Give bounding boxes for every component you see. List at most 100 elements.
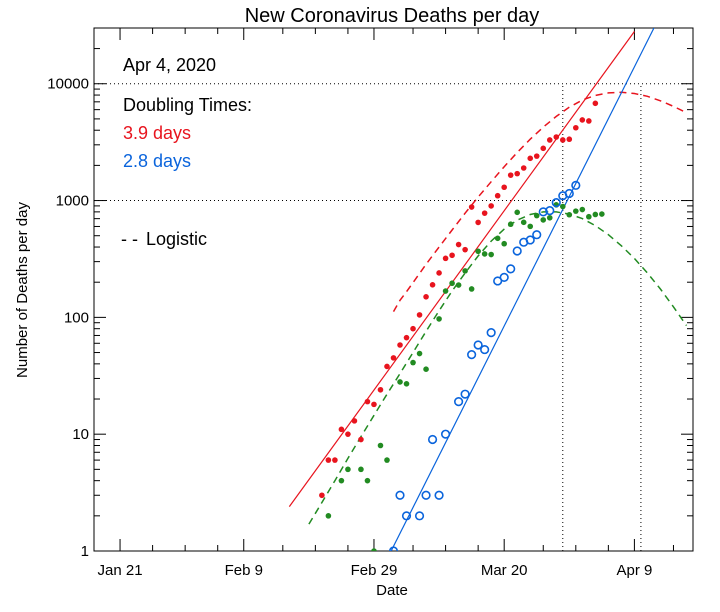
data-point-green [546, 214, 553, 221]
data-point-green [345, 466, 351, 473]
data-point-blue [545, 206, 555, 216]
data-point-blue [532, 230, 542, 240]
data-point-red [475, 219, 481, 226]
data-point-blue [395, 490, 405, 500]
data-point-green [586, 213, 592, 220]
data-point-green [475, 248, 481, 255]
data-point-green [573, 208, 579, 214]
logistic-legend-marker: - - [121, 229, 138, 249]
data-point-green [468, 286, 475, 292]
y-tick-label: 1000 [56, 193, 89, 210]
data-point-green [377, 442, 384, 449]
data-point-blue [551, 198, 561, 208]
data-point-red [514, 170, 521, 177]
y-axis-label: Number of Deaths per day [14, 202, 31, 378]
data-point-blue [525, 235, 535, 245]
data-point-red [462, 246, 468, 253]
data-point-blue [454, 397, 464, 407]
data-point-red [579, 117, 586, 123]
data-point-green [410, 359, 416, 366]
data-point-blue [440, 429, 451, 439]
annotation-panel: Apr 4, 2020 Doubling Times: 3.9 days 2.8… [121, 55, 252, 249]
data-point-blue [571, 180, 581, 190]
logistic-fit-curve [392, 91, 687, 312]
data-point-green [527, 223, 534, 230]
doubling-times-header: Doubling Times: [123, 95, 252, 115]
data-point-red [455, 241, 462, 248]
data-point-red [540, 145, 547, 152]
data-point-green [488, 251, 494, 258]
data-point-red [586, 118, 592, 124]
data-point-red [468, 204, 475, 210]
data-point-red [494, 192, 501, 199]
fit-curves [288, 28, 688, 551]
data-point-red [553, 134, 560, 140]
doubling-time-blue: 2.8 days [123, 151, 191, 171]
chart-title: New Coronavirus Deaths per day [245, 5, 540, 27]
logistic-fit-curve [308, 211, 688, 525]
data-point-red [436, 270, 442, 276]
x-tick-label: Feb 9 [225, 562, 263, 579]
data-point-blue [480, 344, 490, 355]
data-point-green [566, 211, 573, 218]
data-point-green [481, 251, 488, 257]
data-point-green [533, 212, 540, 219]
y-tick-label: 100 [64, 309, 89, 326]
logistic-legend-label: Logistic [146, 229, 207, 249]
data-point-red [377, 386, 384, 393]
data-point-blue [486, 328, 496, 338]
data-point-red [449, 252, 455, 259]
data-point-green [436, 316, 442, 322]
data-point-red [546, 137, 553, 143]
data-points [319, 100, 605, 551]
exponential-fit-line [390, 28, 655, 551]
data-point-red [345, 431, 351, 437]
data-point-red [403, 334, 410, 341]
data-point-red [573, 124, 579, 131]
data-point-green [371, 548, 377, 551]
plot-axes: 1 10 100 1000 10000 Jan 21 Feb 9 Feb 29 Mar 20 Ap… [47, 27, 694, 579]
data-point-green [501, 240, 507, 247]
data-point-red [390, 355, 397, 361]
y-tick-label: 1 [81, 543, 89, 560]
data-point-green [364, 477, 371, 484]
data-point-blue [538, 207, 548, 217]
data-point-green [592, 211, 599, 218]
doubling-time-red: 3.9 days [123, 123, 191, 143]
data-point-red [592, 100, 599, 107]
data-point-red [332, 457, 338, 463]
data-point-green [579, 206, 586, 213]
data-point-blue [467, 350, 477, 360]
data-point-red [364, 398, 371, 405]
data-point-blue [506, 264, 516, 274]
data-point-green [494, 235, 501, 242]
data-point-green [397, 379, 403, 385]
data-point-red [410, 325, 416, 332]
data-point-blue [499, 272, 509, 282]
data-point-red [559, 137, 566, 143]
data-point-green [507, 221, 514, 228]
data-point-blue [564, 188, 574, 199]
data-point-red [338, 426, 345, 433]
data-point-blue [512, 246, 522, 256]
data-point-red [442, 255, 449, 262]
data-point-green [599, 211, 605, 217]
data-point-red [533, 153, 540, 159]
data-point-green [455, 282, 462, 288]
data-point-green [442, 288, 449, 294]
data-point-red [488, 203, 494, 209]
data-point-blue [460, 389, 470, 399]
x-axis-label: Date [376, 582, 408, 599]
exponential-fit-line [288, 31, 635, 507]
data-point-red [319, 492, 325, 499]
date-annotation: Apr 4, 2020 [123, 55, 216, 75]
x-tick-label: Feb 29 [351, 562, 398, 579]
data-point-green [325, 513, 332, 519]
data-point-blue [388, 546, 399, 551]
data-point-red [481, 210, 488, 216]
data-point-red [527, 155, 534, 162]
data-point-green [423, 366, 429, 372]
data-point-red [423, 293, 429, 300]
data-point-green [384, 457, 390, 463]
